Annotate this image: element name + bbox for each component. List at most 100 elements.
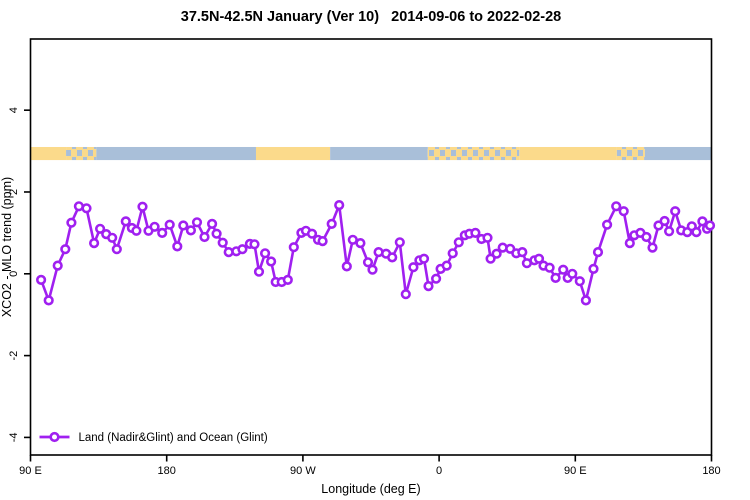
surface-type-segment-ocean xyxy=(644,146,712,161)
data-point-marker xyxy=(326,218,337,229)
y-tick-label: 4 xyxy=(8,107,20,113)
data-point-marker xyxy=(697,216,708,227)
data-point-marker xyxy=(137,201,148,212)
data-point-marker xyxy=(394,237,405,248)
x-tick-label: 90 E xyxy=(19,465,42,477)
data-point-marker xyxy=(447,248,458,259)
data-point-marker xyxy=(691,227,702,238)
data-point-marker xyxy=(81,203,92,214)
data-point-marker xyxy=(670,206,681,217)
data-point-marker xyxy=(157,227,168,238)
surface-type-segment-land xyxy=(519,146,617,161)
data-point-marker xyxy=(517,247,528,258)
data-point-marker xyxy=(191,217,203,228)
data-point-marker xyxy=(149,221,160,232)
surface-type-segment-ocean xyxy=(330,146,428,161)
data-point-marker xyxy=(94,223,106,234)
data-point-marker xyxy=(43,295,54,306)
data-point-marker xyxy=(663,226,675,237)
data-point-marker xyxy=(441,260,452,271)
data-point-marker xyxy=(217,237,228,248)
data-point-marker xyxy=(387,252,398,263)
data-point-marker xyxy=(659,215,670,227)
data-point-marker xyxy=(362,257,374,268)
data-point-marker xyxy=(334,200,345,211)
data-point-marker xyxy=(647,242,658,253)
x-tick-label: 180 xyxy=(158,465,176,477)
data-point-marker xyxy=(611,201,622,212)
data-point-marker xyxy=(355,238,366,249)
data-point-marker xyxy=(60,244,71,255)
legend-marker-sample xyxy=(49,431,60,443)
y-axis-title: XCO2 - MLO trend (ppm) xyxy=(0,177,14,317)
plot-frame xyxy=(29,38,713,456)
surface-type-segment-mixed xyxy=(66,146,97,161)
data-point-marker xyxy=(253,266,265,277)
data-point-marker xyxy=(266,256,277,267)
surface-type-segment-land xyxy=(30,146,67,161)
x-axis-title: Longitude (deg E) xyxy=(321,482,420,496)
data-point-marker xyxy=(249,239,260,250)
data-point-marker xyxy=(400,289,411,300)
data-point-marker xyxy=(178,220,189,231)
data-point-marker xyxy=(88,238,100,249)
data-point-marker xyxy=(618,206,629,217)
data-point-marker xyxy=(704,220,716,231)
data-point-marker xyxy=(211,228,222,239)
data-point-marker xyxy=(550,272,561,284)
data-point-marker xyxy=(453,237,464,248)
data-point-marker xyxy=(341,261,352,272)
data-point-marker xyxy=(288,242,299,253)
data-point-marker xyxy=(52,260,63,271)
data-point-marker xyxy=(164,219,175,230)
data-point-marker xyxy=(35,274,47,286)
data-point-marker xyxy=(601,219,613,230)
data-point-marker xyxy=(533,253,545,264)
data-point-marker xyxy=(574,276,585,287)
data-point-marker xyxy=(207,218,218,229)
x-tick-label: 90 E xyxy=(564,465,587,477)
data-point-marker xyxy=(580,295,592,306)
data-point-marker xyxy=(120,216,131,227)
data-point-marker xyxy=(624,238,635,249)
data-point-marker xyxy=(592,247,604,258)
y-tick-label: 0 xyxy=(8,271,20,277)
data-point-marker xyxy=(172,241,183,252)
data-point-marker xyxy=(558,264,569,275)
x-tick-label: 180 xyxy=(702,465,720,477)
data-point-marker xyxy=(485,253,496,264)
surface-type-segment-mixed xyxy=(427,146,520,161)
surface-type-segment-ocean xyxy=(96,146,256,161)
data-point-marker xyxy=(199,231,210,243)
legend-label: Land (Nadir&Glint) and Ocean (Glint) xyxy=(79,432,268,444)
data-point-marker xyxy=(107,232,118,243)
data-point-marker xyxy=(470,227,481,238)
data-point-marker xyxy=(306,228,318,239)
data-point-marker xyxy=(418,253,430,264)
chart-title: 37.5N-42.5N January (Ver 10) 2014-09-06 … xyxy=(180,9,562,25)
surface-type-segment-land xyxy=(255,146,331,161)
data-point-marker xyxy=(260,248,271,259)
data-point-marker xyxy=(431,273,442,284)
data-point-marker xyxy=(423,281,434,292)
y-tick-label: -4 xyxy=(8,433,20,443)
data-point-marker xyxy=(491,248,502,259)
data-point-marker xyxy=(482,232,493,243)
y-tick-label: -2 xyxy=(8,351,20,361)
data-point-marker xyxy=(111,244,122,255)
data-point-marker xyxy=(237,244,248,255)
surface-type-segment-mixed xyxy=(616,146,645,161)
data-point-marker xyxy=(567,268,578,279)
data-point-marker xyxy=(544,262,555,273)
data-point-marker xyxy=(185,225,196,236)
y-tick-label: 2 xyxy=(8,189,20,195)
x-tick-label: 90 W xyxy=(290,465,316,477)
x-tick-label: 0 xyxy=(436,465,442,477)
data-point-marker xyxy=(588,263,599,275)
data-point-marker xyxy=(282,274,293,286)
data-point-marker xyxy=(131,225,142,236)
data-point-marker xyxy=(641,231,652,243)
data-point-marker xyxy=(408,262,419,273)
